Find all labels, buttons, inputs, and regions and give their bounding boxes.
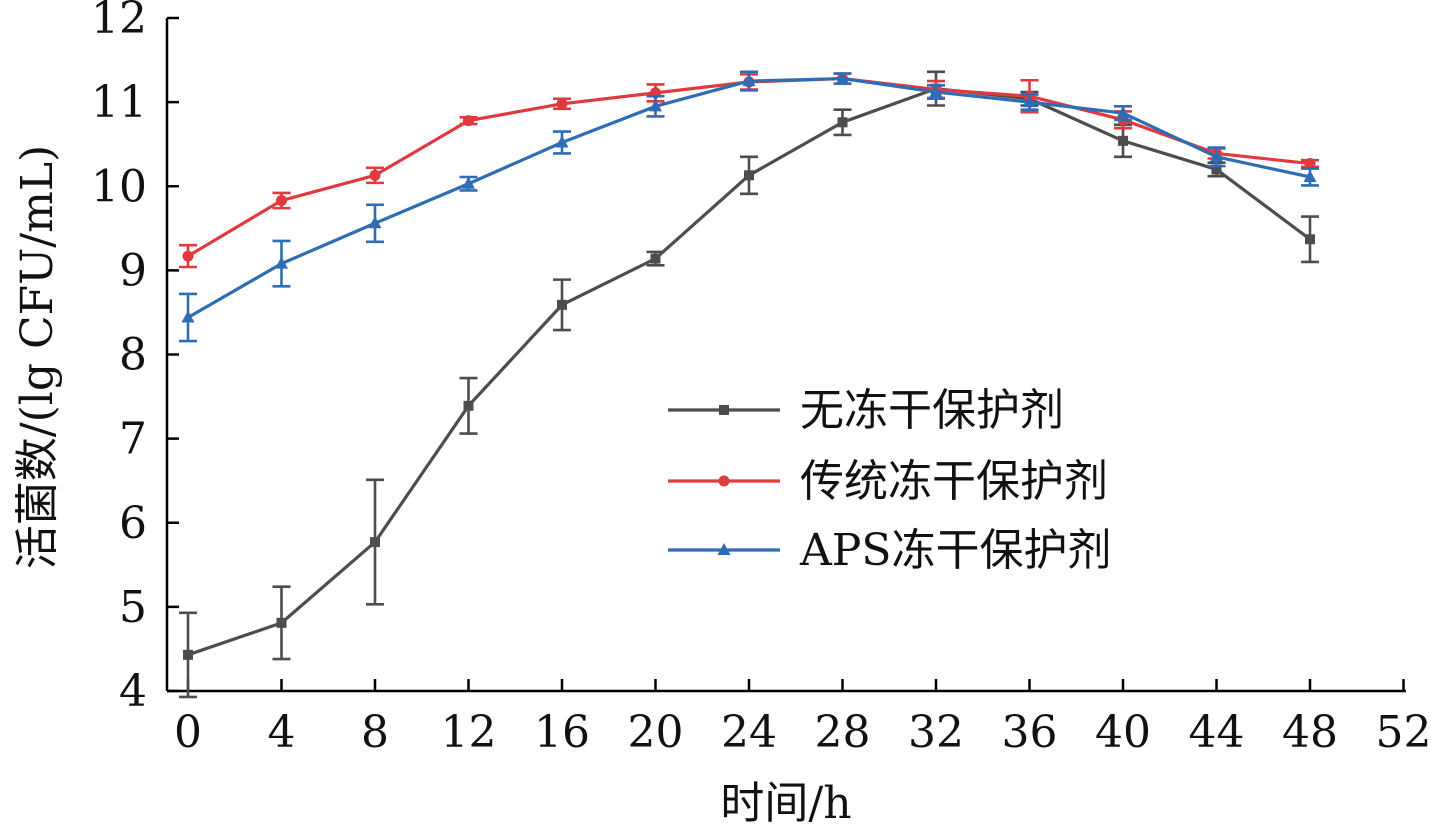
data-point: [1211, 164, 1222, 175]
y-tick-label: 9: [119, 245, 147, 296]
x-ticks: 0 4 8 12 16 20 24 28 32 36 40 44 48 52: [174, 679, 1431, 758]
x-tick-label: 36: [1002, 707, 1058, 758]
x-tick-label: 28: [815, 707, 871, 758]
x-tick-label: 32: [908, 707, 964, 758]
x-tick-label: 12: [441, 707, 497, 758]
data-point: [275, 256, 288, 269]
y-axis-title: 活菌数/(lg CFU/mL): [12, 145, 63, 569]
legend-label: 传统冻干保护剂: [800, 456, 1108, 507]
series-0: [179, 70, 1319, 699]
series-2: [179, 70, 1319, 343]
data-point: [181, 310, 195, 323]
data-point: [556, 98, 568, 110]
data-point: [1116, 106, 1130, 119]
y-tick-label: 12: [91, 0, 147, 44]
legend-label: 无冻干保护剂: [800, 385, 1064, 436]
x-tick-label: 40: [1095, 707, 1151, 758]
data-point: [837, 117, 848, 128]
data-point: [742, 74, 756, 87]
x-tick-label: 16: [534, 707, 590, 758]
x-tick-label: 24: [721, 707, 777, 758]
x-tick-label: 52: [1376, 707, 1431, 758]
y-tick-label: 5: [119, 582, 147, 633]
y-tick-label: 8: [119, 330, 147, 381]
data-point: [650, 253, 661, 264]
data-point: [555, 135, 569, 148]
series-line: [187, 76, 1311, 319]
x-tick-label: 8: [361, 707, 389, 758]
data-point: [276, 617, 287, 628]
data-point: [1304, 158, 1316, 170]
series-layer: [179, 70, 1319, 699]
data-point: [929, 85, 943, 98]
x-tick-label: 20: [628, 707, 684, 758]
data-point: [462, 176, 475, 189]
data-point: [649, 99, 662, 112]
data-point: [463, 400, 474, 411]
legend-label: APS冻干保护剂: [799, 525, 1112, 576]
legend-item: APS冻干保护剂: [668, 525, 1112, 576]
x-tick-label: 4: [268, 707, 296, 758]
data-point: [183, 649, 193, 660]
data-point: [1118, 135, 1128, 146]
data-point: [368, 216, 382, 229]
y-ticks: 4 5 6 7 8 9 10 11 12: [91, 0, 179, 717]
data-point: [1303, 169, 1317, 182]
data-point: [1023, 95, 1036, 108]
legend-marker: [718, 475, 730, 487]
data-point: [463, 115, 474, 127]
data-point: [276, 195, 287, 207]
x-axis-title: 时间/h: [720, 778, 851, 827]
x-tick-label: 48: [1282, 707, 1338, 758]
legend-marker: [717, 543, 731, 555]
legend-item: 无冻干保护剂: [668, 385, 1064, 436]
data-point: [1210, 149, 1223, 162]
data-point: [182, 250, 194, 262]
y-tick-label: 6: [119, 498, 147, 549]
x-tick-label: 0: [174, 707, 202, 758]
y-tick-label: 4: [119, 666, 147, 717]
data-point: [370, 537, 380, 548]
x-tick-label: 44: [1189, 707, 1245, 758]
data-point: [744, 170, 754, 181]
legend-marker: [719, 405, 729, 415]
data-point: [1305, 234, 1315, 245]
data-point: [557, 299, 567, 310]
data-point: [836, 71, 849, 84]
y-tick-label: 11: [91, 77, 147, 128]
y-tick-label: 10: [91, 161, 147, 212]
data-point: [369, 169, 381, 181]
y-tick-label: 7: [119, 414, 147, 465]
legend-item: 传统冻干保护剂: [668, 456, 1108, 507]
